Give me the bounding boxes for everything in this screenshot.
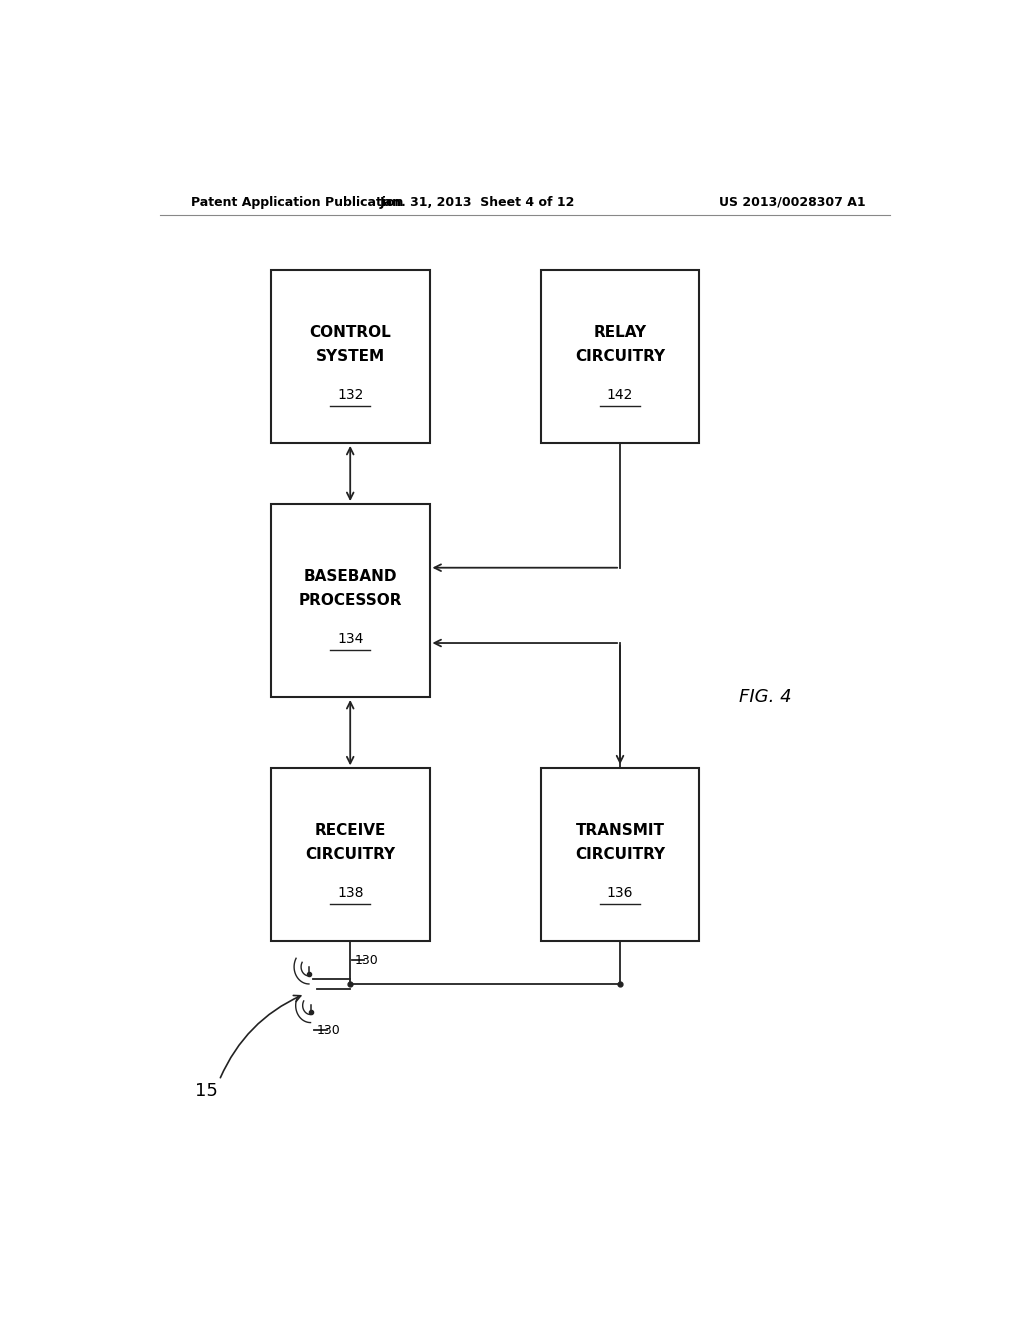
Text: 130: 130: [316, 1024, 341, 1038]
Text: PROCESSOR: PROCESSOR: [298, 593, 402, 609]
Text: SYSTEM: SYSTEM: [315, 348, 385, 364]
Text: FIG. 4: FIG. 4: [739, 688, 792, 706]
Text: 136: 136: [607, 886, 633, 900]
Text: Jan. 31, 2013  Sheet 4 of 12: Jan. 31, 2013 Sheet 4 of 12: [380, 195, 574, 209]
Text: 15: 15: [196, 1082, 218, 1101]
FancyBboxPatch shape: [270, 768, 430, 941]
Text: RECEIVE: RECEIVE: [314, 822, 386, 838]
Text: BASEBAND: BASEBAND: [303, 569, 397, 583]
Text: Patent Application Publication: Patent Application Publication: [191, 195, 403, 209]
Text: CONTROL: CONTROL: [309, 325, 391, 339]
Text: 142: 142: [607, 388, 633, 403]
Text: CIRCUITRY: CIRCUITRY: [574, 847, 666, 862]
Text: CIRCUITRY: CIRCUITRY: [305, 847, 395, 862]
FancyBboxPatch shape: [270, 504, 430, 697]
Text: 134: 134: [337, 632, 364, 647]
FancyBboxPatch shape: [541, 271, 699, 444]
FancyBboxPatch shape: [270, 271, 430, 444]
Text: 130: 130: [354, 954, 378, 966]
Text: RELAY: RELAY: [594, 325, 646, 339]
FancyBboxPatch shape: [541, 768, 699, 941]
Text: CIRCUITRY: CIRCUITRY: [574, 348, 666, 364]
Text: 138: 138: [337, 886, 364, 900]
Text: 132: 132: [337, 388, 364, 403]
Text: US 2013/0028307 A1: US 2013/0028307 A1: [720, 195, 866, 209]
Text: TRANSMIT: TRANSMIT: [575, 822, 665, 838]
